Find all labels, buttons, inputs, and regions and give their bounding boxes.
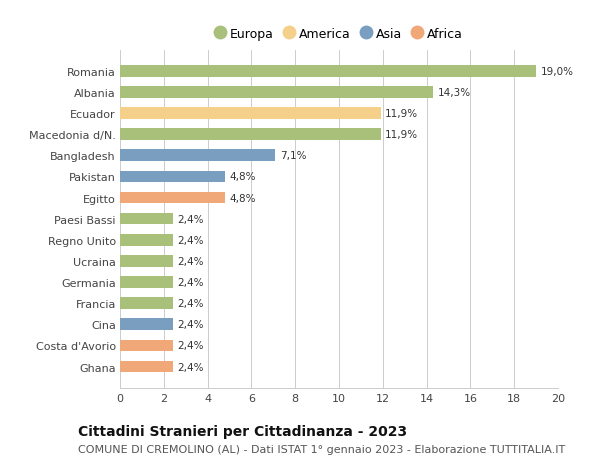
Text: 2,4%: 2,4% xyxy=(177,298,203,308)
Text: 14,3%: 14,3% xyxy=(437,88,470,98)
Legend: Europa, America, Asia, Africa: Europa, America, Asia, Africa xyxy=(210,23,468,46)
Text: 2,4%: 2,4% xyxy=(177,256,203,266)
Text: 2,4%: 2,4% xyxy=(177,341,203,351)
Bar xyxy=(120,340,173,352)
Bar xyxy=(120,256,173,267)
Text: 11,9%: 11,9% xyxy=(385,109,418,119)
Text: 11,9%: 11,9% xyxy=(385,130,418,140)
Text: 19,0%: 19,0% xyxy=(541,67,574,77)
Text: 2,4%: 2,4% xyxy=(177,277,203,287)
Text: 2,4%: 2,4% xyxy=(177,362,203,372)
Bar xyxy=(120,192,225,204)
Bar xyxy=(120,129,380,140)
Bar xyxy=(120,150,275,162)
Bar xyxy=(120,108,380,120)
Bar xyxy=(120,171,225,183)
Bar xyxy=(120,319,173,330)
Bar xyxy=(120,361,173,373)
Bar xyxy=(120,87,433,99)
Text: 2,4%: 2,4% xyxy=(177,235,203,245)
Text: 4,8%: 4,8% xyxy=(229,193,256,203)
Text: 2,4%: 2,4% xyxy=(177,214,203,224)
Text: 2,4%: 2,4% xyxy=(177,319,203,330)
Bar xyxy=(120,277,173,288)
Bar xyxy=(120,213,173,225)
Text: 7,1%: 7,1% xyxy=(280,151,307,161)
Text: COMUNE DI CREMOLINO (AL) - Dati ISTAT 1° gennaio 2023 - Elaborazione TUTTITALIA.: COMUNE DI CREMOLINO (AL) - Dati ISTAT 1°… xyxy=(78,444,565,454)
Text: Cittadini Stranieri per Cittadinanza - 2023: Cittadini Stranieri per Cittadinanza - 2… xyxy=(78,425,407,438)
Bar xyxy=(120,298,173,309)
Bar xyxy=(120,66,536,78)
Text: 4,8%: 4,8% xyxy=(229,172,256,182)
Bar xyxy=(120,235,173,246)
